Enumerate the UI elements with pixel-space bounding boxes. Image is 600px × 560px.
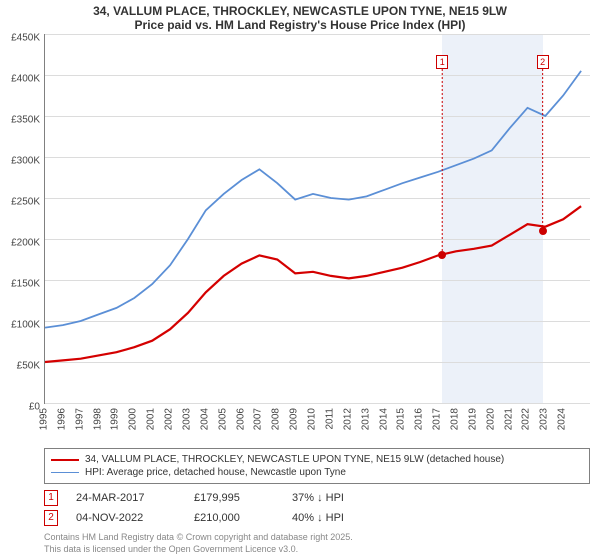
- event-price: £210,000: [194, 512, 274, 524]
- x-axis-labels: 1995199619971998199920002001200220032004…: [44, 404, 590, 442]
- x-tick-label: 2008: [271, 408, 282, 430]
- series-price_paid: [45, 206, 581, 362]
- y-tick-label: £400K: [11, 74, 40, 85]
- x-tick-label: 1997: [74, 408, 85, 430]
- x-tick-label: 1995: [39, 408, 50, 430]
- x-tick-label: 2012: [342, 408, 353, 430]
- attribution-line: This data is licensed under the Open Gov…: [44, 544, 590, 556]
- x-tick-label: 2007: [253, 408, 264, 430]
- events-table: 1 24-MAR-2017 £179,995 37% ↓ HPI 2 04-NO…: [44, 488, 590, 528]
- legend-label: HPI: Average price, detached house, Newc…: [85, 467, 346, 478]
- legend-swatch: [51, 472, 79, 473]
- x-tick-label: 2004: [199, 408, 210, 430]
- x-tick-label: 2018: [449, 408, 460, 430]
- legend-item: 34, VALLUM PLACE, THROCKLEY, NEWCASTLE U…: [51, 453, 583, 466]
- y-tick-label: £450K: [11, 33, 40, 44]
- x-tick-label: 1999: [110, 408, 121, 430]
- x-tick-label: 2001: [146, 408, 157, 430]
- chart-title: 34, VALLUM PLACE, THROCKLEY, NEWCASTLE U…: [0, 0, 600, 34]
- event-date: 04-NOV-2022: [76, 512, 176, 524]
- y-tick-label: £250K: [11, 197, 40, 208]
- x-tick-label: 2014: [378, 408, 389, 430]
- event-badge: 2: [44, 510, 58, 526]
- attribution: Contains HM Land Registry data © Crown c…: [44, 532, 590, 555]
- attribution-line: Contains HM Land Registry data © Crown c…: [44, 532, 590, 544]
- y-tick-label: £150K: [11, 279, 40, 290]
- event-delta: 40% ↓ HPI: [292, 512, 382, 524]
- event-price: £179,995: [194, 492, 274, 504]
- legend-item: HPI: Average price, detached house, Newc…: [51, 466, 583, 479]
- x-tick-label: 2024: [557, 408, 568, 430]
- title-line-1: 34, VALLUM PLACE, THROCKLEY, NEWCASTLE U…: [0, 4, 600, 18]
- x-tick-label: 2010: [307, 408, 318, 430]
- x-tick-label: 2011: [324, 408, 335, 430]
- x-tick-label: 2009: [289, 408, 300, 430]
- plot-area: 12: [44, 34, 590, 404]
- title-line-2: Price paid vs. HM Land Registry's House …: [0, 18, 600, 32]
- x-tick-label: 2015: [396, 408, 407, 430]
- marker-dot: [438, 251, 446, 259]
- y-tick-label: £200K: [11, 238, 40, 249]
- x-tick-label: 1996: [56, 408, 67, 430]
- x-tick-label: 2013: [360, 408, 371, 430]
- series-hpi: [45, 71, 581, 328]
- event-delta: 37% ↓ HPI: [292, 492, 382, 504]
- x-tick-label: 2016: [414, 408, 425, 430]
- chart-container: 34, VALLUM PLACE, THROCKLEY, NEWCASTLE U…: [0, 0, 600, 560]
- y-tick-label: £300K: [11, 156, 40, 167]
- x-tick-label: 2005: [217, 408, 228, 430]
- x-tick-label: 2000: [128, 408, 139, 430]
- x-tick-label: 2021: [503, 408, 514, 430]
- x-tick-label: 2003: [181, 408, 192, 430]
- marker-badge: 2: [537, 55, 549, 69]
- legend-label: 34, VALLUM PLACE, THROCKLEY, NEWCASTLE U…: [85, 454, 504, 465]
- x-tick-label: 2017: [432, 408, 443, 430]
- chart-svg: [45, 34, 590, 403]
- marker-dot: [539, 227, 547, 235]
- x-tick-label: 2022: [521, 408, 532, 430]
- legend: 34, VALLUM PLACE, THROCKLEY, NEWCASTLE U…: [44, 448, 590, 484]
- event-badge: 1: [44, 490, 58, 506]
- y-tick-label: £350K: [11, 115, 40, 126]
- x-tick-label: 2019: [467, 408, 478, 430]
- y-tick-label: £50K: [17, 361, 40, 372]
- y-tick-label: £100K: [11, 320, 40, 331]
- x-tick-label: 2002: [164, 408, 175, 430]
- x-tick-label: 2023: [539, 408, 550, 430]
- x-tick-label: 2006: [235, 408, 246, 430]
- event-row: 2 04-NOV-2022 £210,000 40% ↓ HPI: [44, 508, 590, 528]
- legend-swatch: [51, 459, 79, 461]
- event-row: 1 24-MAR-2017 £179,995 37% ↓ HPI: [44, 488, 590, 508]
- x-tick-label: 1998: [92, 408, 103, 430]
- y-axis-labels: £0£50K£100K£150K£200K£250K£300K£350K£400…: [0, 38, 42, 408]
- event-date: 24-MAR-2017: [76, 492, 176, 504]
- marker-badge: 1: [436, 55, 448, 69]
- x-tick-label: 2020: [485, 408, 496, 430]
